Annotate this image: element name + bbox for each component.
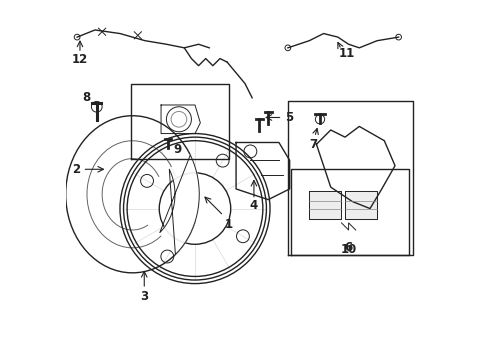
Polygon shape [345, 191, 377, 219]
Text: 2: 2 [73, 163, 80, 176]
Text: 8: 8 [82, 91, 90, 104]
Text: 4: 4 [250, 199, 258, 212]
Text: 12: 12 [72, 53, 88, 66]
Text: 1: 1 [225, 218, 233, 231]
Text: 6: 6 [344, 241, 353, 255]
Polygon shape [160, 155, 199, 255]
Text: 10: 10 [341, 243, 357, 256]
Polygon shape [309, 191, 342, 219]
Text: 3: 3 [140, 289, 148, 303]
Text: 11: 11 [339, 47, 355, 60]
Text: 5: 5 [286, 111, 294, 124]
Text: 9: 9 [173, 143, 181, 156]
Text: 7: 7 [309, 138, 317, 151]
